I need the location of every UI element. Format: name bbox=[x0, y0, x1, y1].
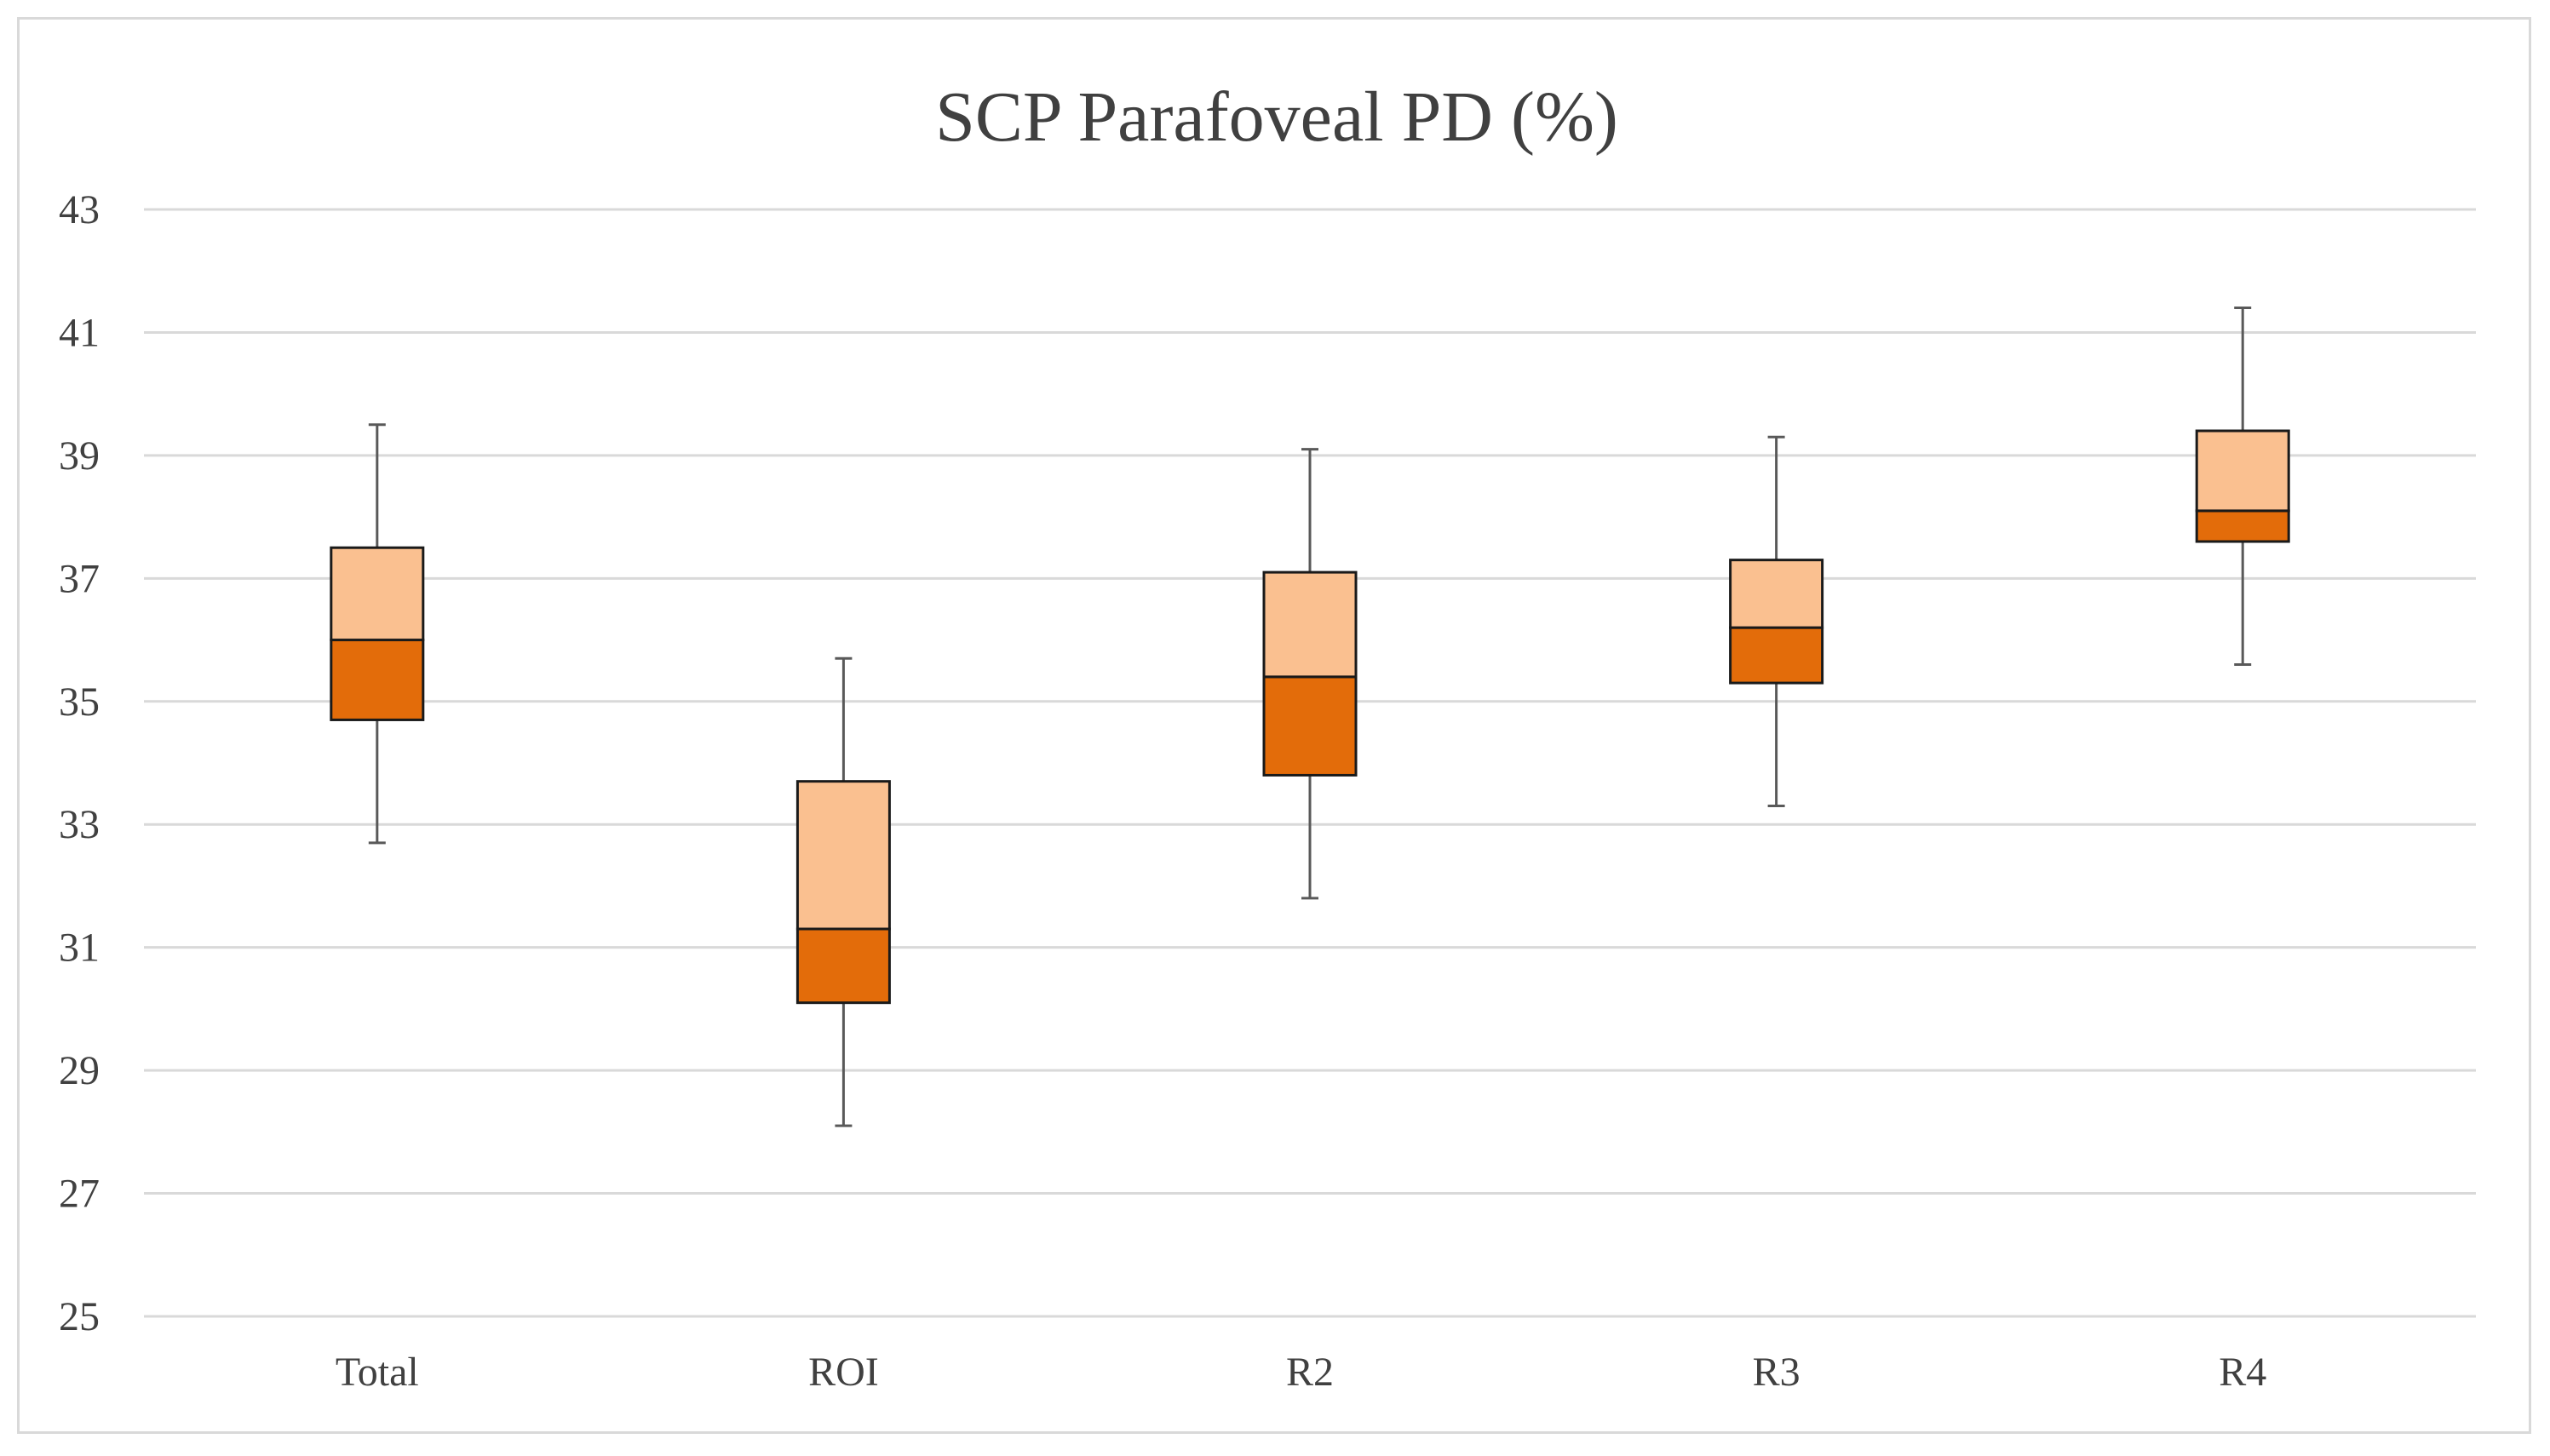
box-r2 bbox=[1262, 448, 1358, 900]
upper-box-r3 bbox=[1729, 559, 1824, 629]
upper-box-total bbox=[330, 546, 425, 642]
x-tick-label-total: Total bbox=[336, 1350, 419, 1395]
x-tick-label-r2: R2 bbox=[1286, 1350, 1334, 1395]
upper-box-r2 bbox=[1262, 570, 1358, 679]
boxplot-chart: SCP Parafoveal PD (%) 25 27 29 31 33 35 37 39 41… bbox=[59, 77, 2476, 1395]
box-total bbox=[330, 423, 425, 845]
y-tick-label-29: 29 bbox=[59, 1048, 100, 1093]
y-tick-label-43: 43 bbox=[59, 187, 100, 232]
lower-box-total bbox=[330, 639, 425, 721]
box-r4 bbox=[2195, 307, 2290, 666]
y-tick-label-41: 41 bbox=[59, 310, 100, 355]
chart-title: SCP Parafoveal PD (%) bbox=[935, 77, 1618, 157]
lower-box-roi bbox=[795, 927, 891, 1005]
y-tick-label-35: 35 bbox=[59, 679, 100, 725]
y-tick-label-33: 33 bbox=[59, 802, 100, 847]
upper-box-r4 bbox=[2195, 429, 2290, 513]
lower-box-r2 bbox=[1262, 675, 1358, 777]
y-tick-label-39: 39 bbox=[59, 433, 100, 479]
box-r3 bbox=[1729, 435, 1824, 808]
x-tick-label-r4: R4 bbox=[2219, 1350, 2266, 1395]
chart-frame: SCP Parafoveal PD (%) 25 27 29 31 33 35 37 39 41… bbox=[17, 17, 2531, 1434]
box-roi bbox=[795, 656, 891, 1127]
y-tick-label-25: 25 bbox=[59, 1294, 100, 1339]
x-axis-tick-labels: Total ROI R2 R3 R4 bbox=[336, 1350, 2266, 1395]
upper-box-roi bbox=[795, 780, 891, 931]
y-tick-label-31: 31 bbox=[59, 926, 100, 971]
y-axis-tick-labels: 25 27 29 31 33 35 37 39 41 43 bbox=[59, 187, 100, 1339]
y-tick-label-27: 27 bbox=[59, 1172, 100, 1217]
x-tick-label-r3: R3 bbox=[1753, 1350, 1801, 1395]
y-tick-label-37: 37 bbox=[59, 556, 100, 601]
x-tick-label-roi: ROI bbox=[808, 1350, 879, 1395]
lower-box-r3 bbox=[1729, 626, 1824, 685]
lower-box-r4 bbox=[2195, 509, 2290, 543]
boxes bbox=[330, 307, 2290, 1127]
